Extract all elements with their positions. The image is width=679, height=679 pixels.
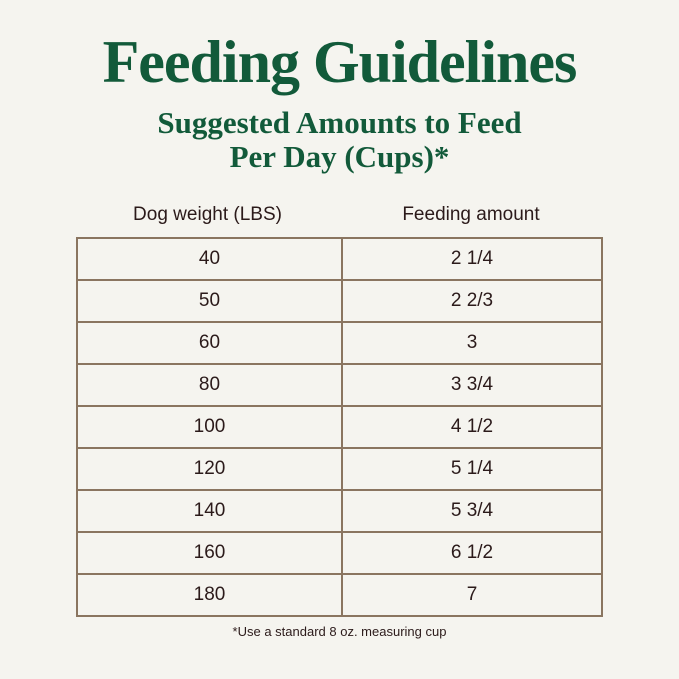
table-row: 100 4 1/2: [76, 405, 603, 449]
amount-cell: 2 2/3: [341, 279, 603, 323]
footnote: *Use a standard 8 oz. measuring cup: [232, 624, 447, 639]
weight-cell: 180: [76, 573, 343, 617]
subtitle-line-1: Suggested Amounts to Feed: [157, 105, 522, 140]
weight-cell: 140: [76, 489, 343, 533]
weight-cell: 120: [76, 447, 343, 491]
weight-cell: 60: [76, 321, 343, 365]
page-title: Feeding Guidelines: [102, 29, 578, 95]
amount-cell: 6 1/2: [341, 531, 603, 575]
column-header-amount: Feeding amount: [402, 204, 540, 225]
amount-cell: 2 1/4: [341, 237, 603, 281]
subtitle-line-2: Per Day (Cups)*: [229, 139, 450, 174]
amount-cell: 3: [341, 321, 603, 365]
amount-cell: 5 3/4: [341, 489, 603, 533]
amount-cell: 4 1/2: [341, 405, 603, 449]
column-header-weight: Dog weight (LBS): [133, 204, 282, 225]
amount-cell: 7: [341, 573, 603, 617]
table-row: 80 3 3/4: [76, 363, 603, 407]
amount-cell: 5 1/4: [341, 447, 603, 491]
table-row: 140 5 3/4: [76, 489, 603, 533]
feeding-table: 40 2 1/4 50 2 2/3 60 3 80 3 3/4 100 4 1/2 120 5 1/4…: [76, 237, 603, 617]
table-row: 160 6 1/2: [76, 531, 603, 575]
table-row: 60 3: [76, 321, 603, 365]
weight-cell: 160: [76, 531, 343, 575]
weight-cell: 100: [76, 405, 343, 449]
table-row: 180 7: [76, 573, 603, 617]
weight-cell: 80: [76, 363, 343, 407]
table-row: 50 2 2/3: [76, 279, 603, 323]
amount-cell: 3 3/4: [341, 363, 603, 407]
weight-cell: 50: [76, 279, 343, 323]
table-row: 120 5 1/4: [76, 447, 603, 491]
subtitle: Suggested Amounts to Feed Per Day (Cups)…: [0, 106, 679, 174]
weight-cell: 40: [76, 237, 343, 281]
table-row: 40 2 1/4: [76, 237, 603, 281]
